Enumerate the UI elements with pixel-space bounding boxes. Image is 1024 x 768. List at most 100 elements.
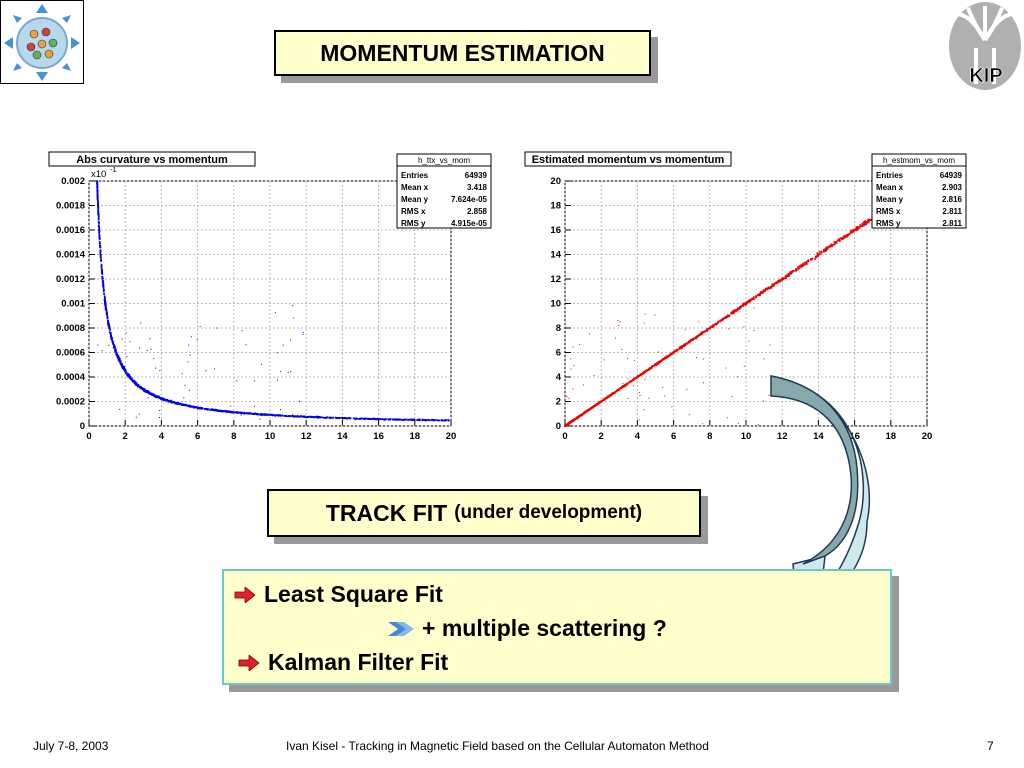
x-tick-label: 12	[777, 431, 788, 442]
data-point	[314, 416, 317, 418]
data-point	[733, 311, 735, 314]
stats-label: Entries	[876, 171, 904, 180]
data-point	[104, 307, 107, 310]
data-point	[816, 255, 818, 257]
data-point	[112, 347, 115, 349]
data-point	[611, 392, 614, 395]
data-point	[624, 384, 627, 387]
data-point	[218, 410, 220, 412]
data-point	[413, 419, 415, 421]
data-point	[192, 405, 195, 408]
data-point	[868, 220, 870, 222]
data-point	[109, 332, 112, 335]
outlier-point	[135, 416, 137, 418]
data-point	[376, 418, 378, 421]
data-point	[748, 299, 750, 302]
data-point	[781, 279, 783, 282]
data-point	[845, 236, 848, 238]
data-point	[146, 390, 149, 392]
data-point	[397, 418, 400, 421]
data-point	[761, 292, 763, 294]
x-tick-label: 0	[562, 431, 567, 442]
data-point	[285, 415, 287, 417]
data-point	[96, 198, 99, 201]
outlier-point	[129, 376, 131, 378]
data-point	[326, 416, 329, 419]
outlier-point	[189, 389, 191, 391]
list-item: + multiple scattering ?	[388, 615, 667, 642]
data-point	[229, 411, 232, 413]
stats-value: 2.903	[942, 183, 963, 192]
data-point	[364, 417, 366, 420]
data-point	[728, 315, 730, 318]
data-point	[133, 382, 136, 384]
data-point	[789, 271, 792, 273]
data-point	[139, 387, 141, 389]
data-point	[671, 353, 673, 356]
data-point	[201, 407, 204, 410]
methods-list-box: Least Square Fit + multiple scattering ?…	[222, 569, 892, 685]
data-point	[810, 258, 813, 261]
outlier-point	[572, 346, 574, 348]
data-point	[701, 331, 704, 334]
outlier-point	[205, 370, 207, 372]
outlier-point	[121, 338, 123, 340]
outlier-point	[253, 380, 255, 382]
data-point	[742, 305, 745, 307]
data-point	[344, 417, 346, 419]
outlier-point	[159, 416, 161, 418]
data-point	[127, 375, 130, 378]
data-point	[112, 343, 114, 345]
outlier-point	[588, 333, 590, 335]
y-tick-label: 0	[80, 421, 85, 432]
outlier-point	[279, 409, 281, 411]
data-point	[222, 410, 225, 413]
data-point	[181, 404, 184, 406]
data-point	[429, 419, 431, 422]
outlier-point	[570, 358, 572, 360]
data-point	[648, 368, 651, 371]
y-tick-label: 0.002	[61, 176, 85, 187]
outlier-point	[617, 320, 619, 322]
outlier-point	[290, 371, 292, 373]
data-point	[236, 411, 239, 414]
x-tick-label: 16	[849, 431, 860, 442]
data-point	[738, 307, 741, 309]
data-point	[265, 413, 268, 416]
data-point	[342, 417, 345, 420]
data-point	[338, 417, 341, 420]
data-point	[849, 232, 851, 234]
y-tick-label: 0.0012	[56, 274, 85, 285]
data-point	[223, 410, 225, 413]
data-point	[859, 224, 861, 227]
x-tick-label: 10	[265, 431, 276, 442]
outlier-point	[572, 388, 574, 390]
stats-label: RMS y	[876, 219, 901, 228]
outlier-point	[686, 388, 688, 390]
data-point	[97, 205, 100, 208]
data-point	[96, 180, 98, 182]
data-point	[807, 260, 809, 262]
data-point	[227, 410, 230, 413]
data-point	[407, 418, 409, 421]
footer-date: July 7-8, 2003	[33, 739, 109, 753]
data-point	[96, 183, 99, 185]
outlier-point	[216, 327, 218, 329]
data-point	[750, 299, 752, 301]
outlier-point	[150, 348, 152, 350]
outlier-point	[277, 379, 279, 381]
data-point	[869, 219, 872, 222]
data-point	[104, 303, 107, 305]
data-point	[96, 192, 99, 195]
data-point	[599, 401, 602, 404]
data-point	[98, 234, 101, 237]
data-point	[569, 421, 571, 424]
data-point	[773, 283, 775, 286]
y-tick-label: 0.0014	[56, 250, 86, 261]
y-tick-label: 0.0008	[56, 323, 85, 334]
data-point	[97, 214, 100, 217]
kip-logo: KIP	[946, 0, 1024, 92]
data-point	[718, 320, 721, 323]
data-point	[152, 393, 155, 396]
data-point	[379, 418, 382, 420]
